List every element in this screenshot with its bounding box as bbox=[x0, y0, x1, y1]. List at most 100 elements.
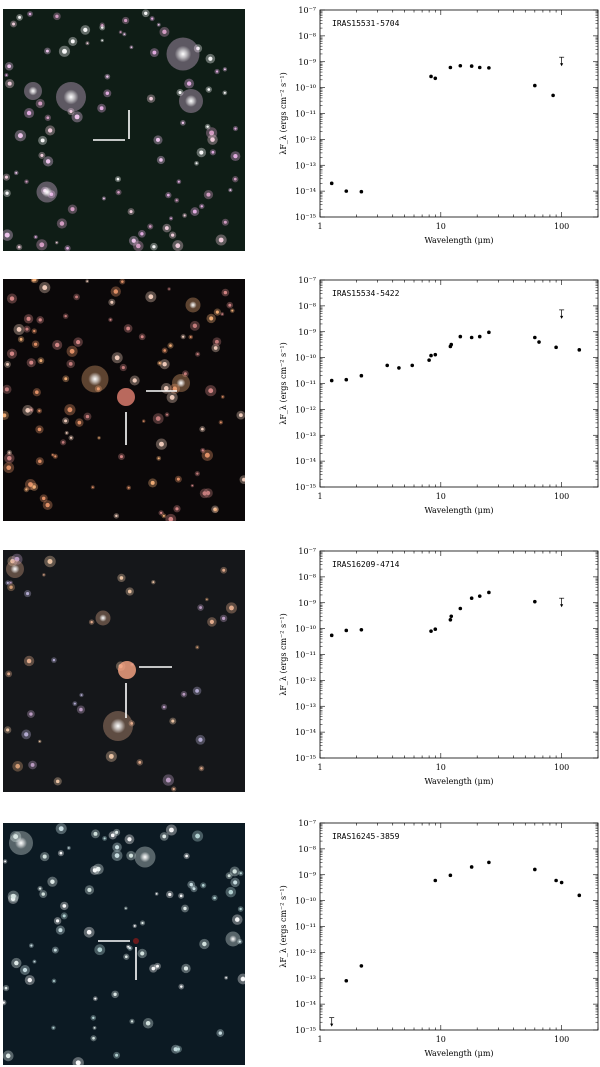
data-point bbox=[449, 614, 454, 619]
star bbox=[58, 826, 64, 832]
star bbox=[215, 70, 219, 73]
target-source bbox=[118, 661, 136, 679]
star bbox=[125, 907, 127, 910]
star bbox=[59, 851, 63, 855]
y-tick-label: 10⁻¹² bbox=[295, 405, 316, 414]
star bbox=[199, 606, 202, 609]
source-row-4: 1 10 100 10⁻¹⁵ 10⁻¹⁴ 10⁻¹³ 10⁻¹² 10⁻¹¹ 10⁻¹⁰ 10⁻⁹… bbox=[0, 815, 600, 1065]
star bbox=[152, 581, 155, 584]
data-point bbox=[487, 860, 491, 865]
star bbox=[9, 581, 12, 584]
star bbox=[6, 362, 9, 366]
star bbox=[233, 177, 237, 181]
star bbox=[110, 833, 115, 838]
bright-star bbox=[63, 89, 79, 105]
y-tick-label: 10⁻⁹ bbox=[298, 871, 316, 880]
data-point bbox=[433, 627, 438, 632]
star bbox=[66, 246, 69, 250]
star bbox=[209, 130, 215, 136]
star bbox=[3, 1001, 5, 1004]
bright-star bbox=[10, 564, 20, 574]
star bbox=[213, 346, 218, 350]
star bbox=[162, 834, 167, 839]
star bbox=[202, 491, 207, 496]
star bbox=[115, 845, 120, 850]
star bbox=[169, 827, 174, 833]
star bbox=[13, 834, 19, 840]
y-tick-label: 10⁻⁸ bbox=[298, 845, 316, 854]
data-point bbox=[559, 880, 564, 885]
star bbox=[38, 459, 42, 464]
star bbox=[32, 485, 36, 489]
star bbox=[192, 323, 198, 328]
data-point bbox=[329, 181, 334, 186]
star bbox=[214, 508, 217, 512]
data-point bbox=[427, 358, 431, 362]
star bbox=[69, 436, 73, 439]
star bbox=[9, 351, 15, 356]
data-point bbox=[533, 599, 537, 604]
x-tick-label: 100 bbox=[554, 1035, 569, 1044]
star bbox=[61, 441, 65, 444]
star bbox=[183, 906, 187, 911]
star bbox=[55, 779, 60, 784]
star bbox=[101, 39, 103, 42]
star bbox=[181, 121, 185, 125]
data-point bbox=[449, 342, 454, 347]
y-tick-label: 10⁻¹⁴ bbox=[295, 187, 316, 196]
star bbox=[208, 56, 213, 61]
star bbox=[26, 658, 32, 664]
star bbox=[42, 285, 48, 291]
star bbox=[65, 432, 68, 434]
sky-svg-3 bbox=[3, 550, 245, 792]
sky-svg-1 bbox=[3, 9, 245, 251]
star bbox=[9, 296, 15, 301]
star bbox=[47, 128, 53, 133]
star bbox=[38, 740, 41, 743]
plot-frame bbox=[319, 279, 599, 488]
star bbox=[124, 18, 128, 23]
star bbox=[138, 760, 142, 764]
star bbox=[228, 303, 232, 307]
star bbox=[30, 763, 35, 767]
data-point bbox=[477, 65, 482, 70]
star bbox=[17, 245, 21, 249]
star bbox=[15, 171, 18, 174]
star bbox=[7, 672, 11, 676]
star bbox=[127, 945, 130, 948]
star bbox=[75, 1060, 81, 1065]
data-point bbox=[469, 64, 474, 68]
star bbox=[76, 340, 81, 345]
data-point bbox=[533, 335, 537, 340]
star bbox=[6, 465, 12, 471]
data-point bbox=[458, 606, 463, 611]
star bbox=[201, 449, 204, 452]
star bbox=[192, 209, 197, 214]
star bbox=[200, 767, 203, 770]
star bbox=[6, 728, 10, 732]
x-tick-label: 10 bbox=[436, 763, 446, 772]
y-tick-label: 10⁻¹⁵ bbox=[295, 754, 316, 763]
star bbox=[9, 585, 13, 589]
star bbox=[97, 947, 103, 953]
star bbox=[213, 896, 216, 900]
x-axis-label: Wavelength (μm) bbox=[424, 777, 493, 786]
star bbox=[26, 592, 30, 596]
star bbox=[145, 1020, 151, 1026]
y-tick-label: 10⁻¹⁵ bbox=[295, 1026, 316, 1035]
data-point bbox=[448, 617, 453, 622]
star bbox=[24, 732, 29, 737]
star bbox=[42, 854, 47, 859]
data-point bbox=[344, 377, 349, 382]
star bbox=[238, 413, 243, 418]
star bbox=[16, 327, 22, 332]
plot-frame bbox=[319, 822, 599, 1031]
star bbox=[64, 419, 68, 423]
source-row-3: 1 10 100 10⁻¹⁵ 10⁻¹⁴ 10⁻¹³ 10⁻¹² 10⁻¹¹ 10⁻¹⁰ 10⁻⁹… bbox=[0, 543, 600, 793]
data-point bbox=[359, 964, 364, 968]
star bbox=[155, 416, 161, 421]
sed-plot-3: 1 10 100 10⁻¹⁵ 10⁻¹⁴ 10⁻¹³ 10⁻¹² 10⁻¹¹ 10⁻¹⁰ 10⁻⁹… bbox=[268, 543, 600, 793]
star bbox=[119, 455, 123, 459]
bright-star bbox=[15, 837, 27, 849]
data-point bbox=[344, 628, 349, 633]
